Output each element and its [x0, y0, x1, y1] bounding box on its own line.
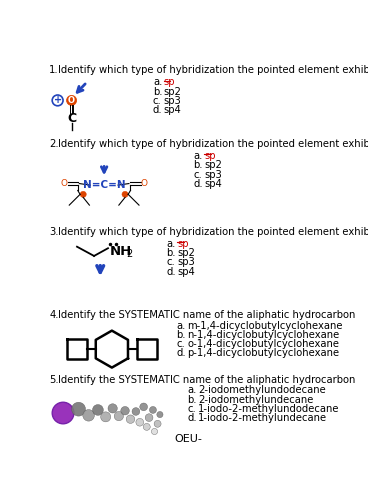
Text: O: O [68, 96, 75, 105]
Circle shape [71, 402, 85, 416]
Text: sp: sp [177, 239, 188, 249]
Text: O: O [141, 179, 148, 188]
Text: m-1,4-dicyclobutylcyclohexane: m-1,4-dicyclobutylcyclohexane [187, 320, 343, 330]
Text: 2: 2 [127, 249, 133, 260]
Text: sp2: sp2 [204, 160, 222, 171]
Circle shape [157, 411, 163, 417]
Text: o-1,4-dicyclobutylcyclohexane: o-1,4-dicyclobutylcyclohexane [187, 339, 339, 349]
Text: a.: a. [166, 239, 176, 249]
Text: p-1,4-dicyclobutylcyclohexane: p-1,4-dicyclobutylcyclohexane [187, 349, 339, 358]
Text: +: + [54, 96, 62, 106]
Text: sp2: sp2 [164, 87, 182, 97]
Circle shape [67, 96, 77, 106]
Circle shape [122, 191, 128, 197]
Circle shape [140, 403, 148, 411]
Text: d.: d. [193, 179, 203, 189]
Text: sp3: sp3 [204, 170, 222, 180]
Text: sp3: sp3 [177, 258, 195, 268]
Text: 2-iodomethylundodecane: 2-iodomethylundodecane [198, 385, 326, 395]
Text: 1-iodo-2-methylundodecane: 1-iodo-2-methylundodecane [198, 404, 339, 414]
Circle shape [154, 421, 161, 427]
Text: OEU-: OEU- [175, 434, 202, 444]
Text: 4.: 4. [49, 310, 59, 320]
Text: sp4: sp4 [204, 179, 222, 189]
Text: b.: b. [153, 87, 162, 97]
Text: sp3: sp3 [164, 96, 181, 106]
Text: c.: c. [193, 170, 202, 180]
Text: a.: a. [153, 77, 162, 88]
Circle shape [83, 409, 95, 421]
Circle shape [132, 407, 140, 415]
Text: c.: c. [153, 96, 162, 106]
Circle shape [121, 406, 129, 415]
Text: n-1,4-dicyclobutylcyclohexane: n-1,4-dicyclobutylcyclohexane [187, 330, 339, 340]
Text: Identify the SYSTEMATIC name of the aliphatic hydrocarbon: Identify the SYSTEMATIC name of the alip… [59, 375, 356, 384]
Circle shape [149, 406, 156, 413]
Text: a.: a. [187, 385, 197, 395]
Text: C: C [67, 112, 76, 125]
Text: Identify which type of hybridization the pointed element exhibit: Identify which type of hybridization the… [59, 65, 368, 75]
Text: c.: c. [187, 404, 196, 414]
Text: sp4: sp4 [177, 267, 195, 277]
Text: c.: c. [176, 339, 185, 349]
Text: a.: a. [176, 320, 185, 330]
Circle shape [52, 402, 74, 424]
Text: b.: b. [176, 330, 186, 340]
Text: NH: NH [110, 245, 132, 258]
Text: b.: b. [193, 160, 203, 171]
Text: 1.: 1. [49, 65, 59, 75]
Circle shape [126, 415, 135, 424]
Text: sp: sp [164, 77, 175, 88]
Text: d.: d. [153, 105, 163, 115]
Text: 2-iodomethylundecane: 2-iodomethylundecane [198, 394, 313, 404]
Text: c.: c. [166, 258, 175, 268]
Text: sp: sp [204, 151, 216, 161]
Circle shape [136, 418, 144, 426]
Circle shape [145, 414, 153, 422]
Text: N=C=N: N=C=N [83, 180, 125, 190]
Text: a.: a. [193, 151, 203, 161]
Text: 2.: 2. [49, 139, 59, 149]
Circle shape [143, 424, 150, 431]
Text: Identify which type of hybridization the pointed element exhibit: Identify which type of hybridization the… [59, 139, 368, 149]
Circle shape [151, 429, 158, 435]
Text: b.: b. [166, 248, 176, 258]
Text: Identify the SYSTEMATIC name of the aliphatic hydrocarbon: Identify the SYSTEMATIC name of the alip… [59, 310, 356, 320]
Circle shape [100, 412, 111, 422]
Text: d.: d. [166, 267, 176, 277]
Text: d.: d. [176, 349, 186, 358]
Text: 1-iodo-2-methylundecane: 1-iodo-2-methylundecane [198, 413, 327, 423]
Text: Identify which type of hybridization the pointed element exhibit: Identify which type of hybridization the… [59, 227, 368, 237]
Text: O: O [60, 179, 67, 188]
Text: sp2: sp2 [177, 248, 195, 258]
Circle shape [108, 404, 117, 413]
Text: 5.: 5. [49, 375, 59, 384]
Circle shape [114, 411, 124, 421]
Text: sp4: sp4 [164, 105, 181, 115]
Text: 3.: 3. [49, 227, 59, 237]
Text: d.: d. [187, 413, 197, 423]
Circle shape [92, 404, 103, 415]
Circle shape [80, 191, 86, 197]
Text: b.: b. [187, 394, 197, 404]
